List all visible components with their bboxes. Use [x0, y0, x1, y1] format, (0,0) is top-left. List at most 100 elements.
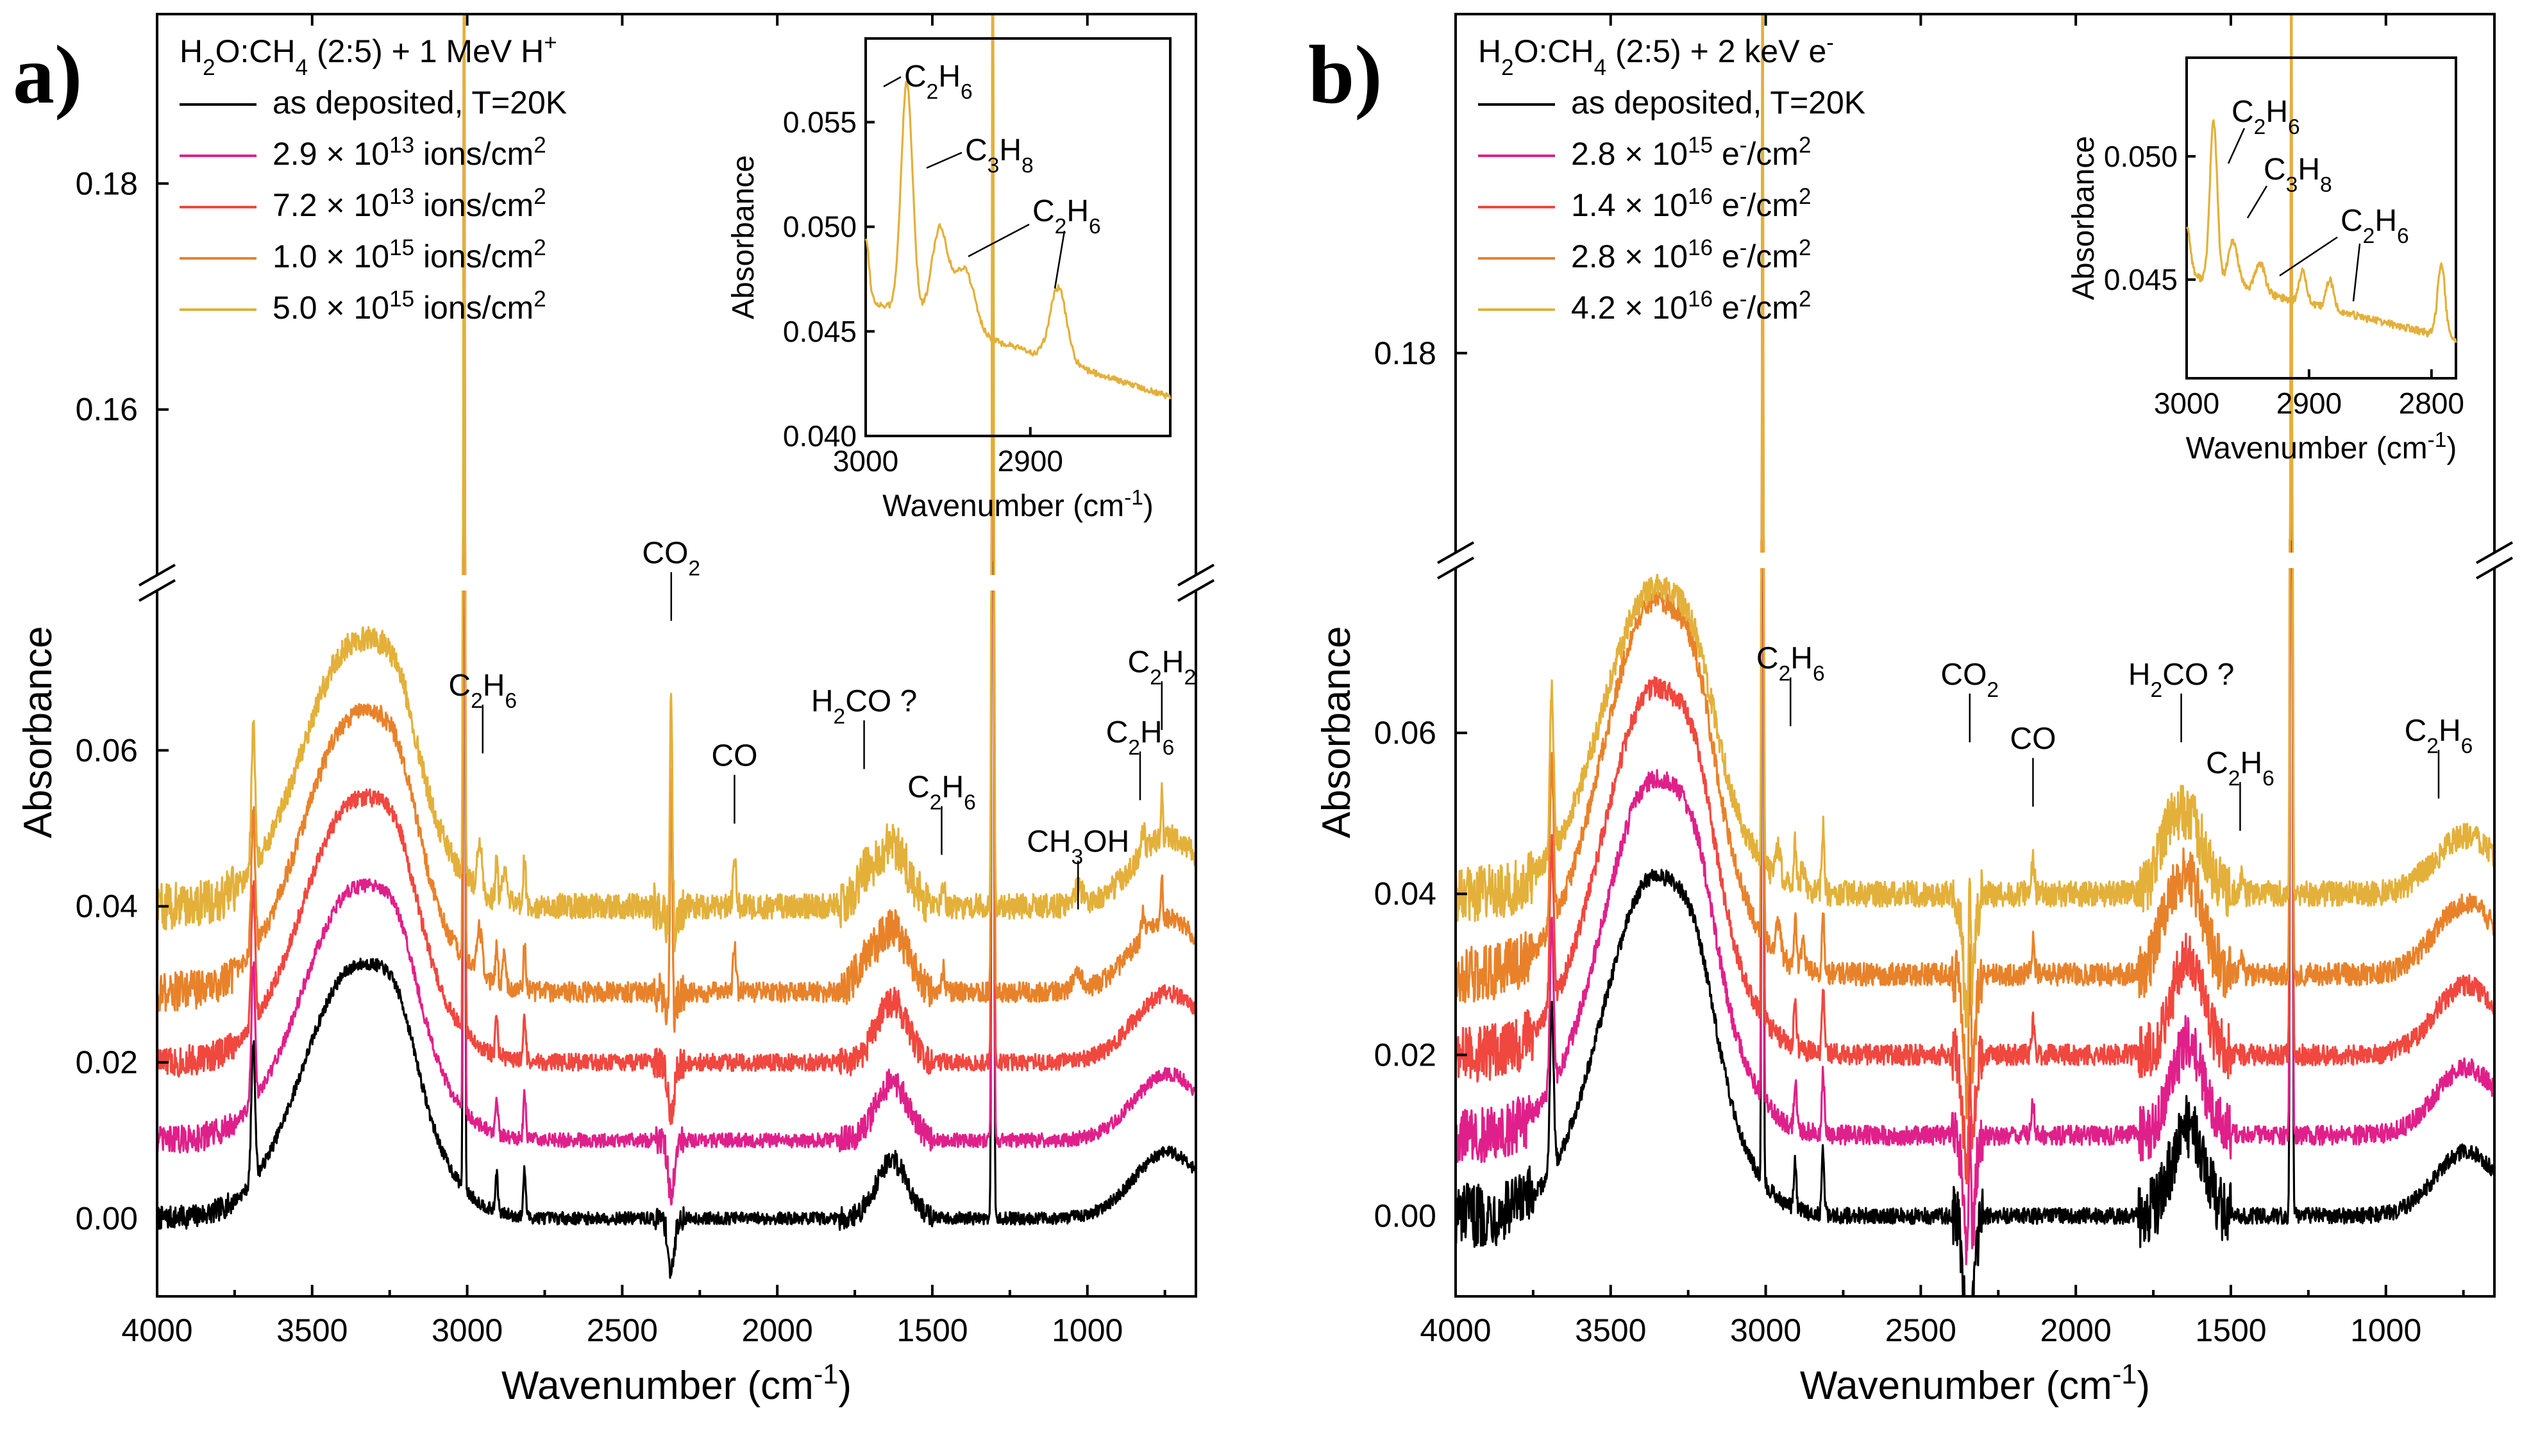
inset-x-tick-label: 2900 — [998, 444, 1063, 478]
peak-annotation-part: 2 — [930, 791, 942, 814]
peak-annotation-part: 6 — [2262, 766, 2274, 790]
peak-annotation: C2H6 — [448, 669, 517, 713]
legend-title-part: 4 — [1594, 55, 1606, 80]
legend-title-part: 4 — [296, 55, 308, 80]
inset-leader — [2246, 185, 2268, 219]
peak-annotation: H2CO ? — [2128, 658, 2234, 702]
legend-label-part: /cm — [1747, 238, 1799, 274]
legend-label-part: 2 — [534, 235, 546, 260]
legend-title-part: (2:5) + 2 keV e — [1606, 33, 1826, 69]
y-tick-label: 0.00 — [1374, 1198, 1436, 1234]
legend-label-part: 2.8 × 10 — [1571, 136, 1688, 172]
inset-leader — [2227, 128, 2246, 164]
peak-annotation-part: OH — [1083, 825, 1129, 859]
y-tick-label: 0.04 — [1374, 876, 1436, 912]
legend-title-part: H — [180, 33, 203, 69]
legend-label-part: as deposited, T=20K — [273, 85, 567, 121]
inset-y-axis-title: Absorbance — [727, 155, 761, 319]
legend-label: as deposited, T=20K — [1571, 85, 1865, 121]
y-tick-label-upper: 0.16 — [76, 392, 138, 428]
legend-label: 1.4 × 1016 e-/cm2 — [1571, 184, 1811, 224]
legend-label-part: 16 — [1688, 287, 1713, 312]
inset-peak-label: C2H6 — [2341, 204, 2409, 248]
panel-a-label: a) — [13, 29, 82, 121]
series-line-3 — [1456, 14, 2494, 1119]
peak-annotation: CO — [2010, 722, 2056, 756]
peak-annotation: CO2 — [642, 536, 700, 580]
x-axis-title-part: -1 — [814, 1359, 839, 1390]
peak-annotation: C2H6 — [2206, 746, 2274, 791]
inset-peak-label-part: 6 — [2288, 115, 2300, 139]
inset-x-axis-title-part: Wavenumber (cm — [2186, 431, 2428, 465]
legend-label-part: 7.2 × 10 — [273, 187, 389, 223]
legend-title-part: 2 — [1501, 55, 1513, 80]
inset-x-axis-title-part: -1 — [1124, 486, 1143, 510]
x-tick-label: 4000 — [121, 1312, 192, 1348]
inset-peak-label: C3H8 — [2264, 153, 2332, 197]
peak-annotation-part: C — [1756, 642, 1779, 676]
legend-label: 5.0 × 1015 ions/cm2 — [273, 287, 546, 326]
series-line-0 — [157, 14, 1196, 1279]
panel-b-plot — [1430, 14, 2520, 1296]
legend-label-part: ions/cm — [414, 136, 534, 172]
peak-annotation-part: CO — [1940, 658, 1987, 692]
legend-label-part: 13 — [389, 133, 414, 158]
peak-annotation-part: H — [2240, 746, 2262, 780]
panel-b: b) 4000 3500 3000 2500 2000 1500 1000 0.00 0.02 0… — [1308, 13, 2520, 1408]
legend-label-part: 16 — [1688, 235, 1713, 260]
inset-peak-label-part: 3 — [988, 154, 1000, 178]
peak-annotation-part: 6 — [1813, 662, 1825, 685]
x-tick-label: 2500 — [587, 1312, 658, 1348]
y-tick-label-upper: 0.18 — [1374, 335, 1436, 371]
inset-y-tick-label: 0.050 — [2104, 140, 2178, 173]
peak-annotation: C2H6 — [2405, 714, 2473, 758]
legend-label: 2.8 × 1015 e-/cm2 — [1571, 133, 1811, 172]
legend-label-part: 2.9 × 10 — [273, 136, 389, 172]
y-tick-label-upper: 0.18 — [76, 165, 138, 201]
inset-peak-label-part: C — [904, 60, 927, 94]
panel-b-legend: H2O:CH4 (2:5) + 2 keV e-as deposited, T=… — [1478, 30, 1865, 326]
x-tick-label: 1500 — [896, 1312, 968, 1348]
legend-label-part: 2 — [1799, 235, 1811, 260]
peak-annotation-part: CO — [711, 739, 757, 773]
legend-label-part: - — [1740, 184, 1747, 209]
legend-label-part: e — [1713, 187, 1740, 223]
series-line-4 — [1456, 14, 2494, 1028]
x-tick-label: 3000 — [1730, 1312, 1801, 1348]
peak-annotation-part: C — [1127, 646, 1150, 680]
inset-peak-label: C2H6 — [1032, 194, 1101, 238]
legend-label-part: 1.0 × 10 — [273, 238, 389, 274]
series-line-2 — [157, 14, 1196, 1125]
panel-a-legend: H2O:CH4 (2:5) + 1 MeV H+as deposited, T=… — [180, 30, 567, 326]
peak-annotation-part: 3 — [1072, 845, 1084, 869]
peak-annotation-part: 2 — [1987, 678, 1999, 701]
break-mark — [2476, 541, 2513, 564]
inset-peak-label-part: 6 — [2397, 224, 2409, 248]
legend-label-part: - — [1740, 287, 1747, 312]
x-tick-label: 1000 — [1052, 1312, 1123, 1348]
break-mark — [2476, 556, 2513, 580]
series-line-0 — [1456, 49, 2494, 1296]
legend-label-part: e — [1713, 136, 1740, 172]
peak-annotation-part: 2 — [1184, 665, 1196, 689]
legend-label-part: as deposited, T=20K — [1571, 85, 1865, 121]
inset-peak-label-part: 2 — [2363, 224, 2375, 248]
inset-frame — [864, 37, 1172, 437]
legend-title: H2O:CH4 (2:5) + 2 keV e- — [1478, 30, 1834, 80]
inset-peak-label-part: H — [1066, 194, 1089, 228]
peak-annotation-part: H — [1162, 646, 1184, 680]
inset-peak-label-part: 2 — [927, 80, 939, 104]
legend-label-part: 5.0 × 10 — [273, 290, 389, 326]
legend-label-part: 16 — [1688, 184, 1713, 209]
inset-y-axis-title: Absorbance — [2067, 136, 2101, 300]
x-axis-title-part: Wavenumber (cm — [1800, 1364, 2112, 1408]
peak-annotation-part: 6 — [1163, 736, 1175, 760]
panel-a: a) 4000 3500 3000 2500 2000 1500 1000 0.00 0.02 0… — [13, 13, 1222, 1408]
legend-title-part: (2:5) + 1 MeV H — [308, 33, 544, 69]
inset-peak-label-part: C — [1032, 194, 1055, 228]
legend-label-part: e — [1713, 290, 1740, 326]
peak-annotation-part: 2 — [834, 705, 846, 728]
peak-annotation-part: CO ? — [845, 685, 917, 719]
axis-break-gap — [1430, 553, 2520, 568]
